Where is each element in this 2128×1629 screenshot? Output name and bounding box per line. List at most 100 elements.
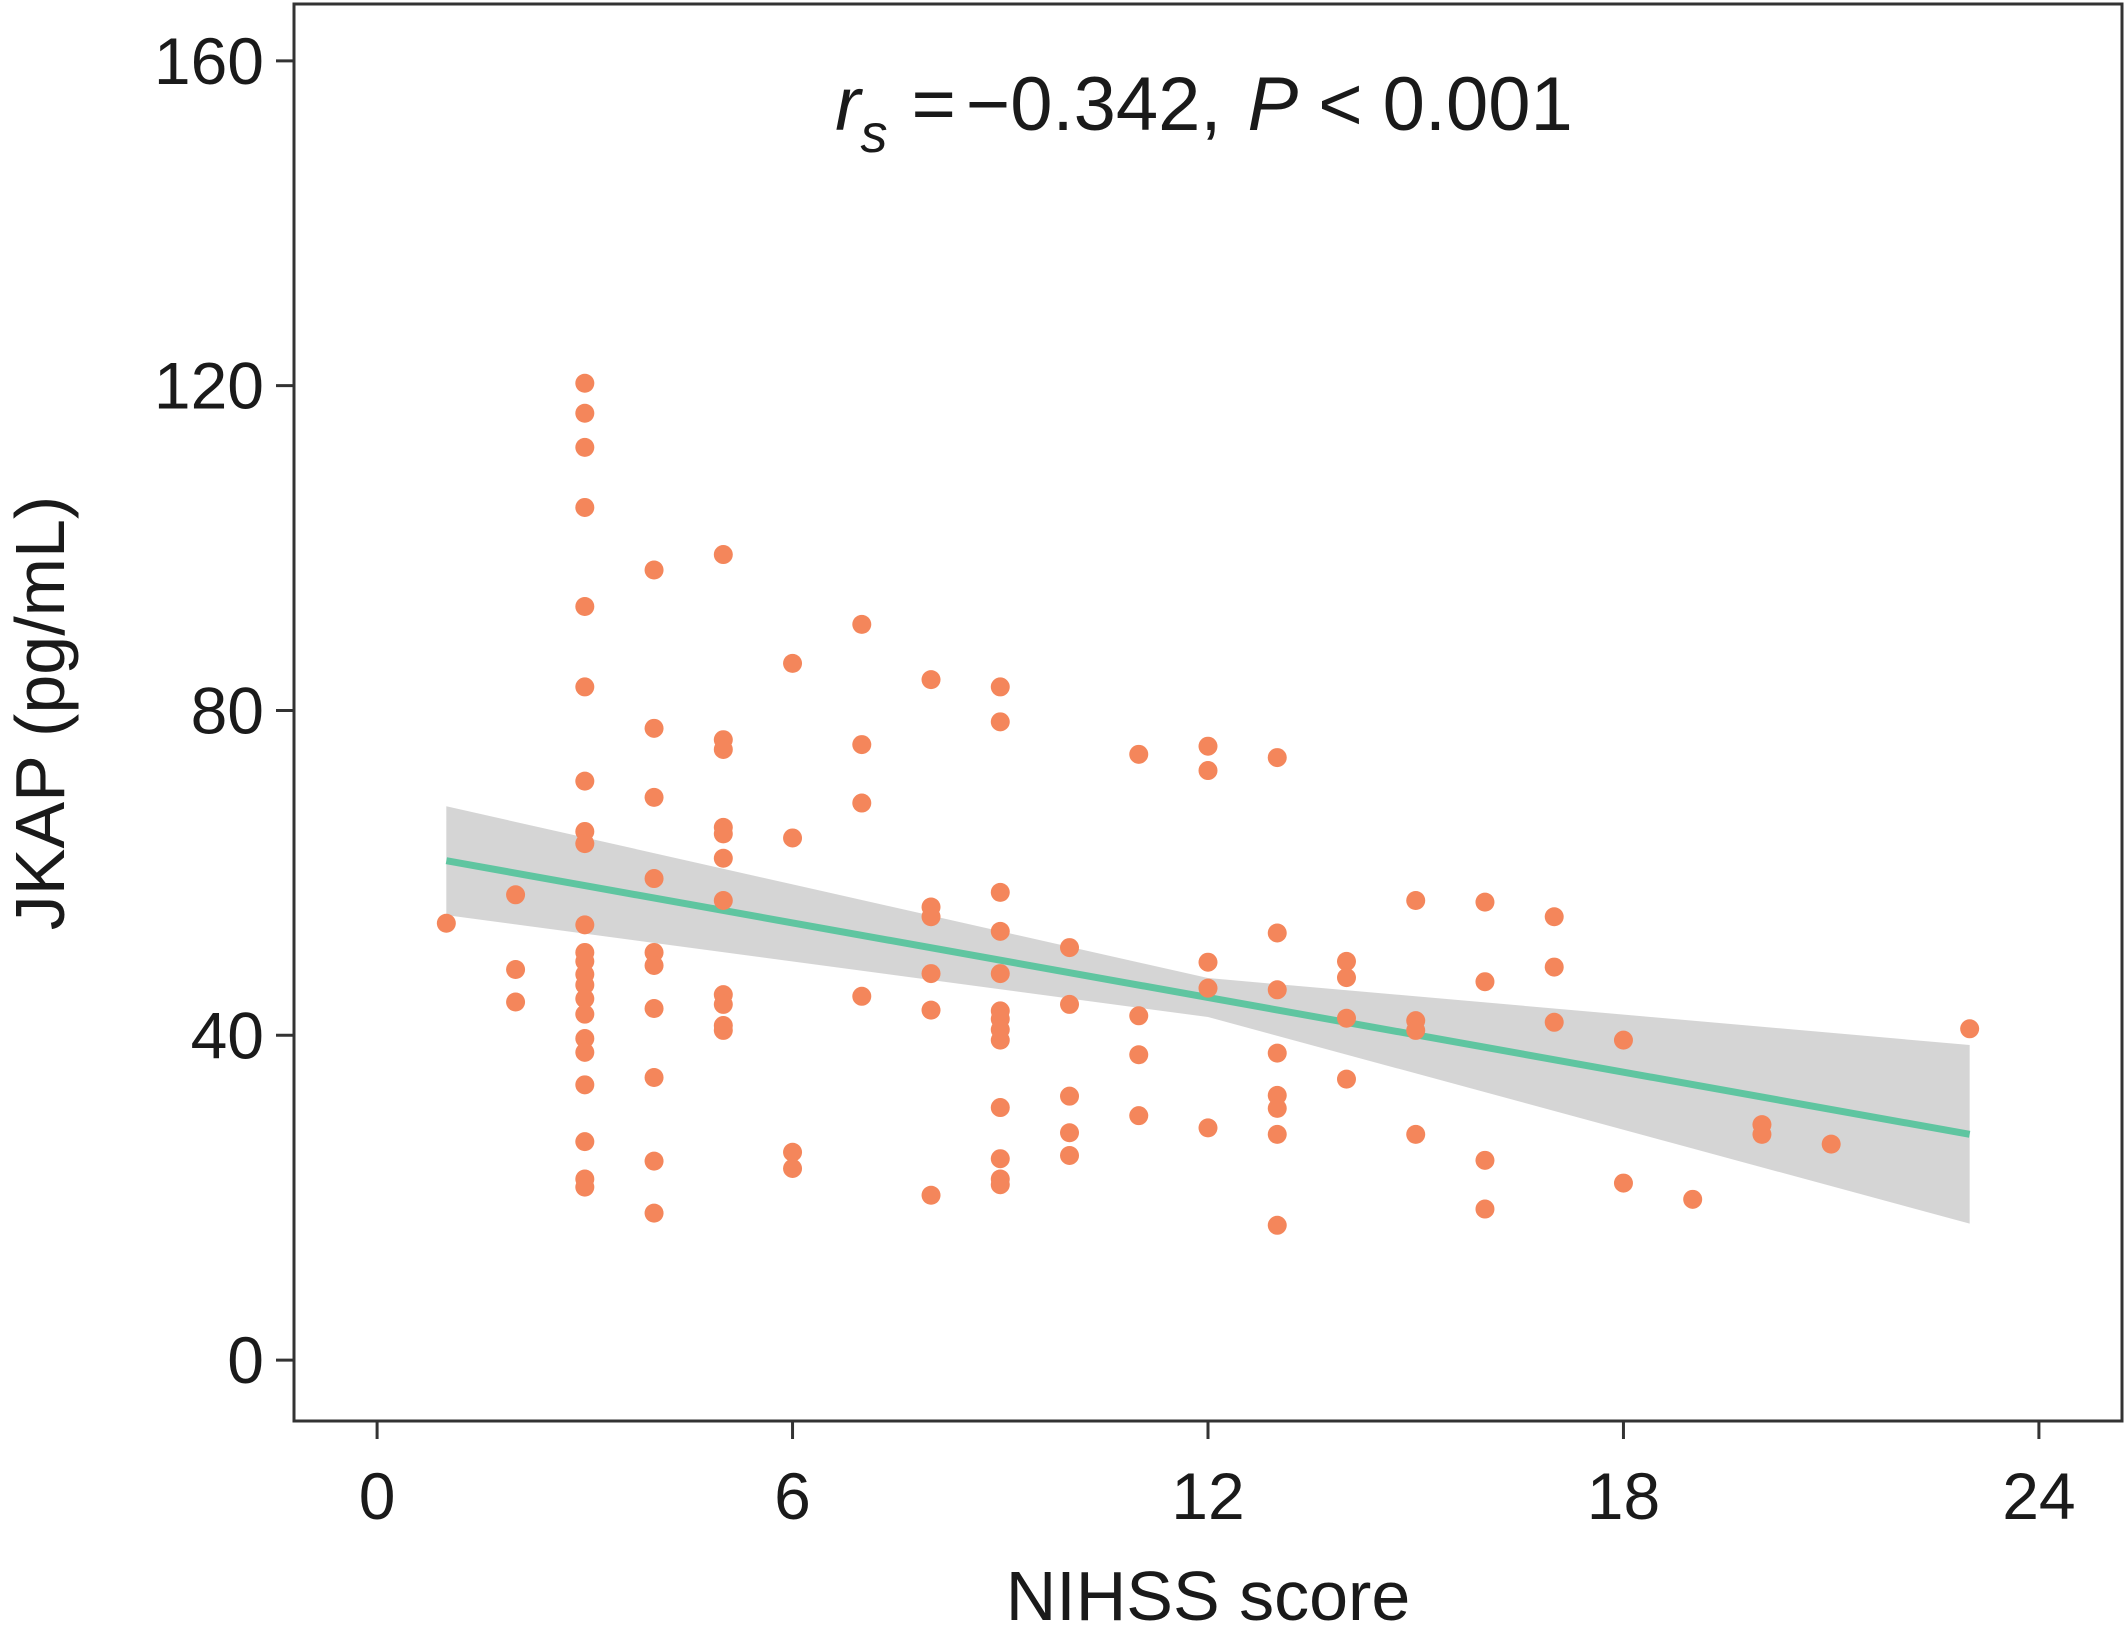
x-tick-label-6: 6 bbox=[774, 1459, 811, 1533]
y-tick-label-0: 0 bbox=[227, 1323, 264, 1397]
data-point-81 bbox=[1129, 1045, 1149, 1065]
x-tick-label-24: 24 bbox=[2002, 1459, 2075, 1533]
data-point-98 bbox=[1336, 1008, 1356, 1028]
data-point-52 bbox=[852, 735, 872, 755]
data-point-112 bbox=[1613, 1173, 1633, 1193]
data-point-84 bbox=[1198, 761, 1218, 781]
data-point-46 bbox=[713, 1020, 733, 1040]
y-tick-label-80: 80 bbox=[191, 673, 264, 747]
data-point-4 bbox=[575, 373, 595, 393]
data-point-75 bbox=[1060, 994, 1080, 1014]
data-point-86 bbox=[1198, 978, 1218, 998]
data-point-59 bbox=[921, 1000, 941, 1020]
data-point-87 bbox=[1198, 1118, 1218, 1138]
data-point-19 bbox=[575, 1004, 595, 1024]
data-point-0 bbox=[436, 913, 456, 933]
y-tick-label-40: 40 bbox=[191, 998, 264, 1072]
plot-frame bbox=[292, 2, 2124, 1423]
data-point-63 bbox=[990, 882, 1010, 902]
data-point-88 bbox=[1267, 748, 1287, 768]
data-point-29 bbox=[644, 869, 664, 889]
data-point-100 bbox=[1406, 890, 1426, 910]
data-point-99 bbox=[1336, 1069, 1356, 1089]
data-point-12 bbox=[575, 834, 595, 854]
data-point-64 bbox=[990, 921, 1010, 941]
data-point-42 bbox=[713, 890, 733, 910]
data-point-18 bbox=[575, 989, 595, 1009]
data-point-35 bbox=[644, 1203, 664, 1223]
data-point-92 bbox=[1267, 1085, 1287, 1105]
x-tick-label-18: 18 bbox=[1587, 1459, 1660, 1533]
y-axis-title: JKAP (pg/mL) bbox=[1, 496, 79, 930]
data-point-109 bbox=[1544, 957, 1564, 977]
data-point-97 bbox=[1336, 968, 1356, 988]
p-symbol: P bbox=[1248, 62, 1299, 147]
data-point-94 bbox=[1267, 1124, 1287, 1144]
stat-symbol: r bbox=[835, 62, 863, 147]
data-point-58 bbox=[921, 964, 941, 984]
data-point-34 bbox=[644, 1151, 664, 1171]
data-point-50 bbox=[783, 1158, 803, 1178]
data-point-95 bbox=[1267, 1215, 1287, 1235]
data-point-41 bbox=[713, 848, 733, 868]
data-point-117 bbox=[1960, 1019, 1980, 1039]
data-point-44 bbox=[713, 994, 733, 1014]
data-point-36 bbox=[713, 545, 733, 565]
data-point-6 bbox=[575, 437, 595, 457]
data-point-10 bbox=[575, 771, 595, 791]
less-than-sign: < bbox=[1318, 62, 1362, 147]
data-point-108 bbox=[1544, 907, 1564, 927]
data-point-32 bbox=[644, 998, 664, 1018]
data-point-30 bbox=[644, 942, 664, 962]
data-point-62 bbox=[990, 712, 1010, 732]
data-point-38 bbox=[713, 739, 733, 759]
data-point-106 bbox=[1475, 1150, 1495, 1170]
data-point-33 bbox=[644, 1068, 664, 1088]
data-point-110 bbox=[1544, 1012, 1564, 1032]
data-point-79 bbox=[1129, 744, 1149, 764]
data-point-27 bbox=[644, 718, 664, 738]
equals-sign: = bbox=[911, 62, 955, 147]
confidence-band-layer bbox=[446, 806, 1970, 1224]
data-point-78 bbox=[1060, 1145, 1080, 1165]
data-point-104 bbox=[1475, 892, 1495, 912]
r-value: −0.342, bbox=[966, 62, 1222, 147]
data-point-3 bbox=[506, 992, 526, 1012]
data-point-2 bbox=[506, 960, 526, 980]
data-point-116 bbox=[1821, 1134, 1841, 1154]
data-point-89 bbox=[1267, 923, 1287, 943]
data-point-54 bbox=[852, 986, 872, 1006]
data-point-77 bbox=[1060, 1123, 1080, 1143]
data-point-8 bbox=[575, 597, 595, 617]
data-point-26 bbox=[644, 560, 664, 580]
data-point-28 bbox=[644, 787, 664, 807]
y-tick-label-120: 120 bbox=[154, 349, 264, 423]
data-point-13 bbox=[575, 915, 595, 935]
data-point-61 bbox=[990, 677, 1010, 697]
data-point-82 bbox=[1129, 1106, 1149, 1126]
x-tick-label-0: 0 bbox=[359, 1459, 396, 1533]
data-point-51 bbox=[852, 614, 872, 634]
data-point-111 bbox=[1613, 1030, 1633, 1050]
data-point-83 bbox=[1198, 736, 1218, 756]
data-point-15 bbox=[575, 951, 595, 971]
data-points-layer bbox=[436, 373, 1980, 1235]
data-point-20 bbox=[575, 1029, 595, 1049]
x-tick-label-12: 12 bbox=[1171, 1459, 1244, 1533]
data-point-48 bbox=[783, 828, 803, 848]
data-point-93 bbox=[1267, 1098, 1287, 1118]
data-point-47 bbox=[783, 653, 803, 673]
data-point-71 bbox=[990, 1149, 1010, 1169]
data-point-74 bbox=[1060, 938, 1080, 958]
correlation-annotation: rs = −0.342, P <0.001 bbox=[835, 62, 1573, 164]
data-point-40 bbox=[713, 824, 733, 844]
data-point-55 bbox=[921, 670, 941, 690]
p-value: 0.001 bbox=[1383, 62, 1573, 147]
data-point-96 bbox=[1336, 951, 1356, 971]
data-point-76 bbox=[1060, 1086, 1080, 1106]
data-point-21 bbox=[575, 1042, 595, 1062]
data-point-102 bbox=[1406, 1020, 1426, 1040]
data-point-69 bbox=[990, 1030, 1010, 1050]
data-point-73 bbox=[990, 1175, 1010, 1195]
